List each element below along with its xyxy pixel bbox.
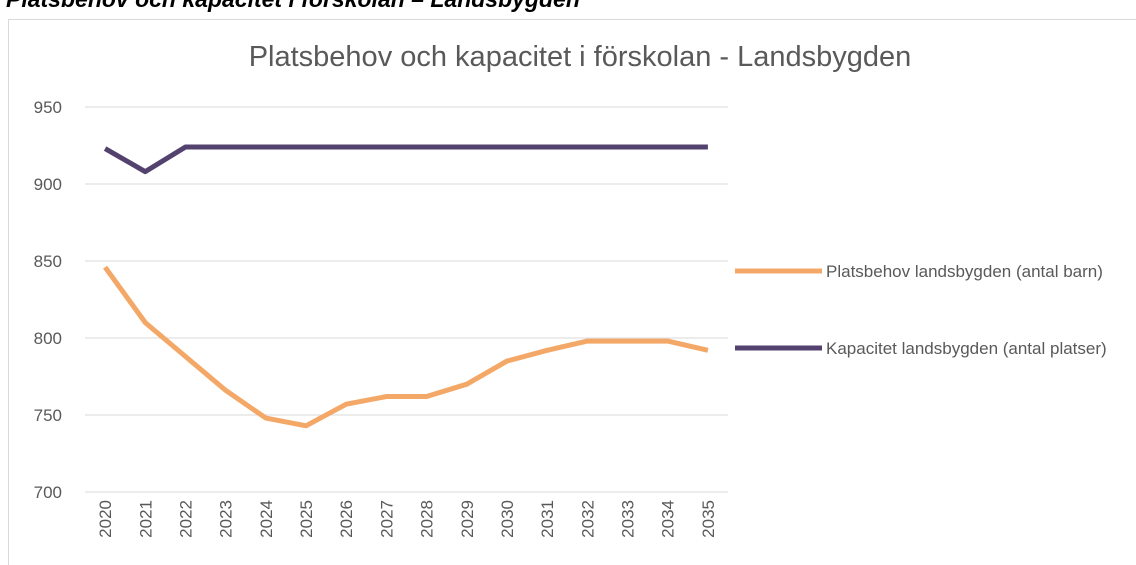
x-tick-label: 2024	[257, 500, 276, 538]
x-tick-label: 2029	[458, 500, 477, 538]
x-tick-label: 2028	[418, 500, 437, 538]
y-tick-label: 750	[34, 406, 62, 425]
x-tick-label: 2025	[297, 500, 316, 538]
x-tick-label: 2022	[176, 500, 195, 538]
x-tick-label: 2026	[337, 500, 356, 538]
y-tick-label: 700	[34, 483, 62, 502]
chart-title: Platsbehov och kapacitet i förskolan - L…	[249, 41, 912, 73]
y-tick-label: 900	[34, 175, 62, 194]
series-line	[103, 144, 708, 175]
x-tick-label: 2030	[498, 500, 517, 538]
x-tick-label: 2020	[96, 500, 115, 538]
x-tick-label: 2034	[659, 500, 678, 538]
x-tick-label: 2023	[217, 500, 236, 538]
x-tick-label: 2035	[699, 500, 718, 538]
legend-label: Platsbehov landsbygden (antal barn)	[826, 262, 1103, 281]
heading: Platsbehov och kapacitet i förskolan – L…	[6, 0, 580, 13]
x-tick-label: 2033	[619, 500, 638, 538]
y-tick-label: 800	[34, 329, 62, 348]
legend-label: Kapacitet landsbygden (antal platser)	[826, 339, 1107, 358]
x-tick-label: 2031	[538, 500, 557, 538]
x-tick-label: 2021	[136, 500, 155, 538]
series-line	[103, 265, 709, 429]
x-tick-label: 2027	[377, 500, 396, 538]
x-tick-label: 2032	[578, 500, 597, 538]
y-tick-label: 850	[34, 252, 62, 271]
y-tick-label: 950	[34, 98, 62, 117]
